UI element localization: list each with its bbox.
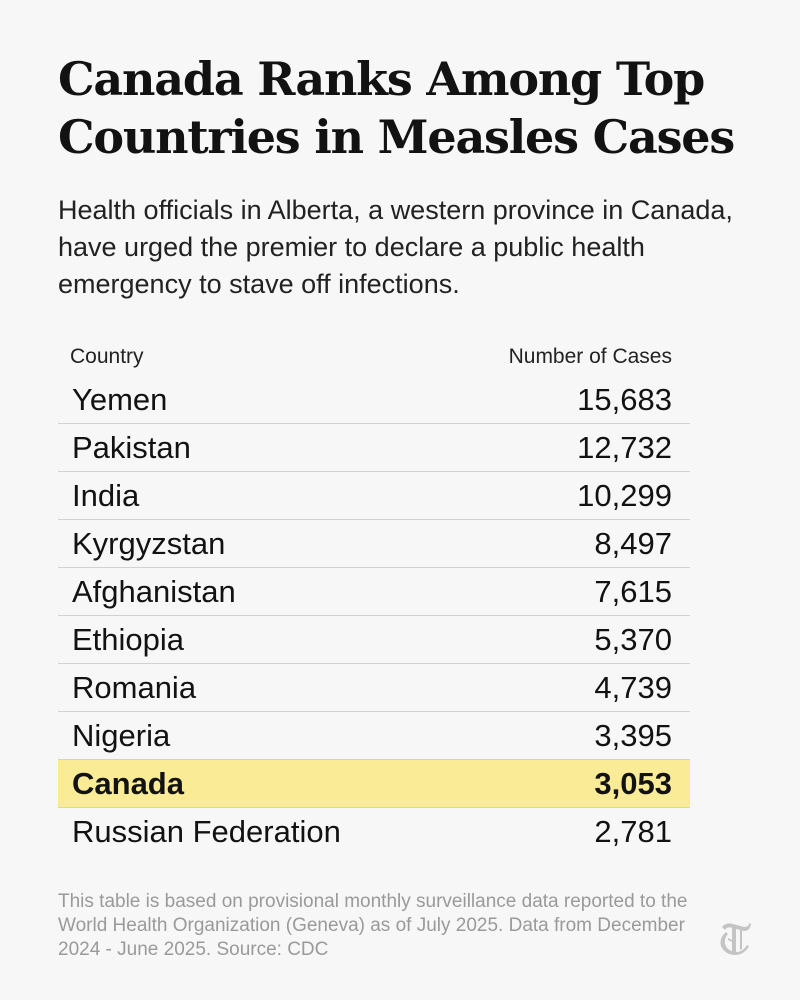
table-row: India 10,299 (58, 472, 690, 520)
table-row: Canada 3,053 (58, 760, 690, 808)
table-row: Yemen 15,683 (58, 376, 690, 424)
table-row: Ethiopia 5,370 (58, 616, 690, 664)
country-cell: Yemen (72, 381, 168, 417)
table-row: Pakistan 12,732 (58, 424, 690, 472)
cases-cell: 2,781 (594, 813, 672, 849)
cases-cell: 8,497 (594, 525, 672, 561)
country-cell: India (72, 477, 140, 513)
cases-table: Country Number of Cases Yemen 15,683 Pakis… (58, 338, 690, 855)
cases-cell: 3,053 (594, 765, 672, 801)
table-row: Nigeria 3,395 (58, 712, 690, 760)
table-body: Yemen 15,683 Pakistan 12,732 India 10,299 Kyrg… (58, 376, 690, 855)
table-row: Romania 4,739 (58, 664, 690, 712)
table-row: Afghanistan 7,615 (58, 568, 690, 616)
table-header: Country Number of Cases (58, 338, 690, 376)
country-cell: Pakistan (72, 429, 191, 465)
country-cell: Kyrgyzstan (72, 525, 226, 561)
chart-title: Canada Ranks Among Top Countries in Meas… (58, 52, 735, 164)
table-row: Russian Federation 2,781 (58, 808, 690, 855)
footnote: This table is based on provisional month… (58, 891, 688, 960)
cases-cell: 4,739 (594, 669, 672, 705)
country-cell: Romania (72, 669, 197, 705)
cases-cell: 3,395 (594, 717, 672, 753)
cases-cell: 7,615 (594, 573, 672, 609)
nyt-t-logo-icon (720, 923, 751, 955)
country-cell: Afghanistan (72, 573, 236, 609)
cases-cell: 5,370 (594, 621, 672, 657)
cases-cell: 15,683 (577, 381, 672, 417)
chart-subtitle: Health officials in Alberta, a western p… (58, 195, 733, 299)
country-cell: Nigeria (72, 717, 171, 753)
country-cell: Canada (72, 765, 184, 801)
table-row: Kyrgyzstan 8,497 (58, 520, 690, 568)
country-cell: Russian Federation (72, 813, 341, 849)
country-cell: Ethiopia (72, 621, 185, 657)
cases-cell: 12,732 (577, 429, 672, 465)
column-header-cases: Number of Cases (508, 345, 672, 368)
column-header-country: Country (70, 345, 144, 368)
cases-cell: 10,299 (577, 477, 672, 513)
